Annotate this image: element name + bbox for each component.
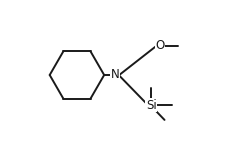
Text: N: N xyxy=(110,69,119,81)
Text: Si: Si xyxy=(145,99,156,112)
Text: O: O xyxy=(155,39,164,52)
